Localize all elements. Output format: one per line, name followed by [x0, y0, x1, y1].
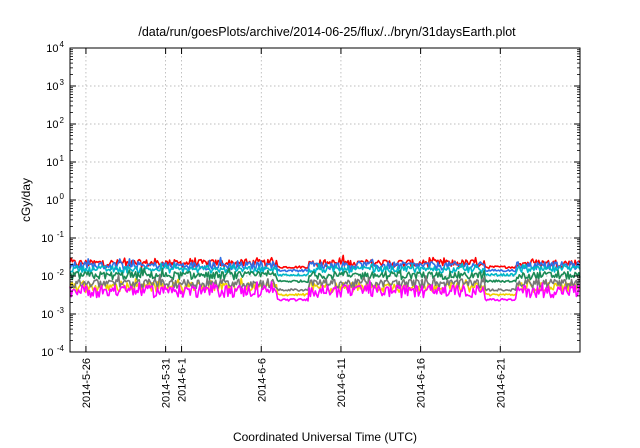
y-tick-base: 10: [41, 271, 53, 283]
y-tick-label: 010: [46, 192, 64, 207]
x-tick-label: 2014-6-11: [336, 358, 348, 407]
y-tick-label: -3 10: [41, 306, 64, 321]
y-tick-exponent: 3: [60, 78, 65, 87]
y-tick-label: 210: [46, 116, 64, 131]
y-tick-label: -4 10: [41, 344, 64, 359]
x-tick-labels: 2014-5-26 2014-5-31 2014-6-1 2014-6-6 2014-6…: [81, 358, 507, 408]
tick-marks: [70, 47, 580, 353]
x-axis-label: Coordinated Universal Time (UTC): [233, 430, 417, 444]
y-tick-base: 10: [46, 43, 58, 55]
x-tick-label: 2014-6-21: [495, 358, 507, 408]
y-tick-exponent: 4: [60, 40, 65, 49]
series-line-3: [69, 262, 581, 277]
y-tick-exponent: -3: [57, 306, 65, 315]
y-tick-label: -2 10: [41, 268, 64, 283]
y-tick-base: 10: [46, 119, 58, 131]
y-tick-exponent: 0: [60, 192, 65, 201]
y-tick-exponent: 2: [60, 116, 65, 125]
series-line-1: [69, 254, 581, 269]
grid: [70, 48, 580, 352]
y-tick-label: 310: [46, 78, 64, 93]
x-tick-label: 2014-5-26: [81, 358, 93, 408]
x-tick-label: 2014-6-6: [256, 358, 268, 402]
y-tick-base: 10: [41, 233, 53, 245]
y-tick-base: 10: [41, 347, 53, 359]
y-tick-exponent: -2: [57, 268, 65, 277]
y-tick-exponent: 1: [60, 154, 65, 163]
y-tick-base: 10: [41, 309, 53, 321]
x-tick-label: 2014-6-16: [416, 358, 428, 408]
y-tick-exponent: -4: [57, 344, 65, 353]
series-line-2: [69, 256, 581, 273]
x-tick-label: 2014-6-1: [177, 358, 189, 402]
y-axis-label: cGy/day: [19, 178, 33, 222]
chart-title: /data/run/goesPlots/archive/2014-06-25/f…: [138, 25, 516, 39]
y-tick-base: 10: [46, 81, 58, 93]
series-line-5: [69, 277, 581, 297]
y-tick-base: 10: [46, 157, 58, 169]
series-line-7: [69, 280, 581, 302]
series-line-6: [69, 273, 581, 292]
y-tick-label: 410: [46, 40, 64, 55]
x-tick-label: 2014-5-31: [161, 358, 173, 408]
y-tick-label: 110: [46, 154, 64, 169]
y-tick-base: 10: [46, 195, 58, 207]
y-tick-label: -1 10: [41, 230, 64, 245]
series-group: [69, 254, 581, 302]
y-tick-exponent: -1: [57, 230, 65, 239]
